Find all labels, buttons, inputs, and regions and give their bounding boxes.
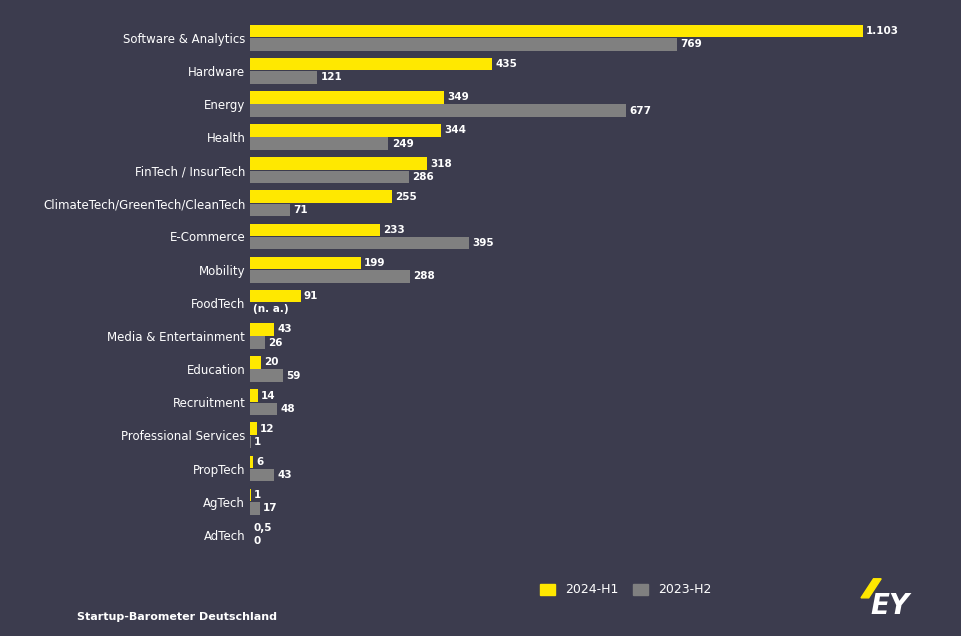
Bar	[250, 223, 379, 236]
Bar	[250, 137, 388, 150]
Text: (n. a.): (n. a.)	[253, 305, 288, 314]
Bar	[250, 257, 360, 269]
Text: Startup-Barometer Deutschland: Startup-Barometer Deutschland	[77, 612, 277, 622]
Text: 91: 91	[304, 291, 318, 301]
Bar	[250, 190, 391, 203]
Bar	[250, 124, 441, 137]
Text: 249: 249	[391, 139, 413, 149]
Bar	[250, 323, 274, 336]
Text: 121: 121	[320, 73, 342, 82]
Text: 17: 17	[262, 503, 277, 513]
Bar	[250, 71, 317, 84]
Text: 43: 43	[277, 324, 291, 335]
Text: 199: 199	[363, 258, 385, 268]
Bar	[250, 502, 259, 515]
Bar	[250, 422, 257, 435]
Text: 233: 233	[382, 225, 405, 235]
Bar	[250, 237, 469, 249]
Bar	[250, 403, 277, 415]
Text: 677: 677	[628, 106, 651, 116]
Text: 435: 435	[495, 59, 516, 69]
Text: 1.103: 1.103	[865, 26, 898, 36]
Text: 288: 288	[413, 272, 434, 281]
Text: 71: 71	[292, 205, 308, 215]
Text: 26: 26	[267, 338, 283, 347]
Legend: 2024-H1, 2023-H2: 2024-H1, 2023-H2	[533, 577, 717, 603]
Text: 395: 395	[472, 238, 494, 248]
Text: 1: 1	[254, 437, 261, 447]
Text: 14: 14	[261, 391, 276, 401]
Text: 255: 255	[395, 191, 416, 202]
Bar	[250, 336, 264, 349]
Bar	[250, 290, 301, 303]
Text: 318: 318	[430, 158, 452, 169]
Bar	[250, 104, 626, 117]
Bar	[250, 25, 862, 38]
Bar	[250, 170, 408, 183]
Bar	[250, 389, 258, 402]
Bar	[250, 38, 677, 50]
Bar	[250, 204, 289, 216]
Text: EY: EY	[870, 592, 908, 620]
Text: 0: 0	[253, 536, 260, 546]
Bar	[250, 157, 427, 170]
Text: 59: 59	[286, 371, 300, 381]
Text: 349: 349	[447, 92, 469, 102]
Bar	[250, 356, 261, 369]
Text: 286: 286	[412, 172, 433, 182]
Text: 0,5: 0,5	[254, 523, 272, 533]
Bar	[250, 91, 443, 104]
Text: 1: 1	[254, 490, 261, 500]
Text: 6: 6	[257, 457, 263, 467]
Bar	[250, 469, 274, 481]
Text: 769: 769	[679, 39, 702, 49]
Bar	[250, 270, 409, 282]
Text: 12: 12	[259, 424, 274, 434]
Text: 43: 43	[277, 470, 291, 480]
Bar	[250, 455, 253, 468]
Bar	[250, 58, 491, 71]
Text: 344: 344	[444, 125, 466, 135]
Text: 20: 20	[264, 357, 279, 368]
Bar	[250, 370, 283, 382]
Text: 48: 48	[280, 404, 294, 414]
